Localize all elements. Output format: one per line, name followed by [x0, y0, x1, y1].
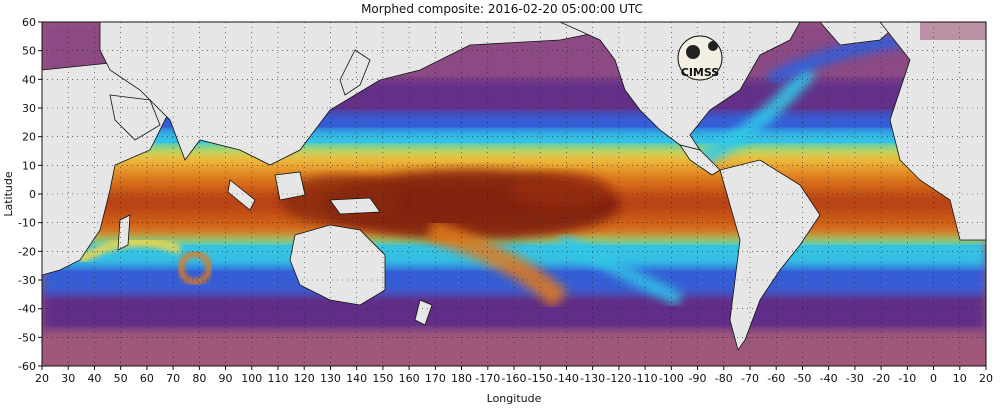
x-tick-label: -20	[872, 372, 890, 385]
land-australia	[289, 224, 386, 306]
x-tick-label: -80	[715, 372, 733, 385]
land-central-america	[679, 144, 721, 176]
x-tick-label: 80	[192, 372, 206, 385]
y-tick-label: 60	[22, 16, 36, 29]
x-tick-label: 150	[372, 372, 393, 385]
x-tick-label: -160	[502, 372, 527, 385]
x-tick-label: 100	[241, 372, 262, 385]
x-tick-label: 120	[294, 372, 315, 385]
land-masses	[42, 22, 986, 351]
x-tick-label: 90	[219, 372, 233, 385]
x-tick-label: 180	[451, 372, 472, 385]
x-tick-label: -170	[475, 372, 500, 385]
x-tick-label: -130	[580, 372, 605, 385]
cimss-logo: CIMSS	[677, 35, 723, 81]
x-tick-label: 0	[930, 372, 937, 385]
y-tick-label: -30	[18, 274, 36, 287]
y-tick-label: 40	[22, 73, 36, 86]
x-tick-label: 160	[399, 372, 420, 385]
land-south-america	[719, 159, 821, 351]
x-tick-label: 50	[114, 372, 128, 385]
x-tick-label: 130	[320, 372, 341, 385]
land-sumatra	[227, 179, 256, 211]
x-axis-title: Longitude	[487, 392, 542, 405]
logo-text: CIMSS	[681, 66, 720, 79]
x-tick-label: -150	[528, 372, 553, 385]
land-japan	[339, 49, 371, 96]
x-tick-label: 20	[35, 372, 49, 385]
land-new-zealand	[414, 299, 433, 326]
x-tick-label: -140	[554, 372, 579, 385]
land-greenland	[819, 22, 901, 46]
x-tick-label: -60	[767, 372, 785, 385]
x-tick-label: 30	[61, 372, 75, 385]
x-tick-label: 170	[425, 372, 446, 385]
y-axis: 60 50 40 30 20 10 0 -10 -20 -30 -40 -50 -60	[18, 16, 42, 373]
y-tick-label: 30	[22, 102, 36, 115]
y-tick-label: 0	[29, 188, 36, 201]
land-new-guinea	[329, 197, 381, 215]
y-tick-label: -40	[18, 303, 36, 316]
x-tick-label: 10	[953, 372, 967, 385]
land-madagascar	[117, 214, 131, 251]
x-axis: 20 30 40 50 60 70 80 90 100 110 120 130 140 150 160 170…	[35, 366, 993, 385]
x-tick-label: 70	[166, 372, 180, 385]
y-tick-label: 20	[22, 131, 36, 144]
map-title: Morphed composite: 2016-02-20 05:00:00 U…	[361, 2, 643, 16]
y-tick-label: -20	[18, 245, 36, 258]
land-eurasia	[99, 22, 611, 166]
y-tick-label: -50	[18, 331, 36, 344]
x-tick-label: -90	[689, 372, 707, 385]
x-tick-label: -30	[846, 372, 864, 385]
x-tick-label: -50	[793, 372, 811, 385]
y-tick-label: -60	[18, 360, 36, 373]
y-tick-label: -10	[18, 217, 36, 230]
land-west-africa	[879, 22, 986, 241]
x-tick-label: -10	[898, 372, 916, 385]
x-tick-label: 40	[87, 372, 101, 385]
x-tick-label: 140	[346, 372, 367, 385]
x-tick-label: 110	[268, 372, 289, 385]
land-borneo	[274, 171, 306, 201]
x-tick-label: 60	[140, 372, 154, 385]
y-tick-label: 10	[22, 159, 36, 172]
x-tick-label: -110	[633, 372, 658, 385]
x-tick-label: -70	[741, 372, 759, 385]
y-axis-title: Latitude	[2, 171, 15, 217]
x-tick-label: -40	[820, 372, 838, 385]
x-tick-label: -120	[606, 372, 631, 385]
x-tick-label: 20	[979, 372, 993, 385]
land-arabia	[109, 94, 161, 141]
y-tick-label: 50	[22, 45, 36, 58]
plot-area	[42, 22, 986, 366]
x-tick-label: -100	[659, 372, 684, 385]
